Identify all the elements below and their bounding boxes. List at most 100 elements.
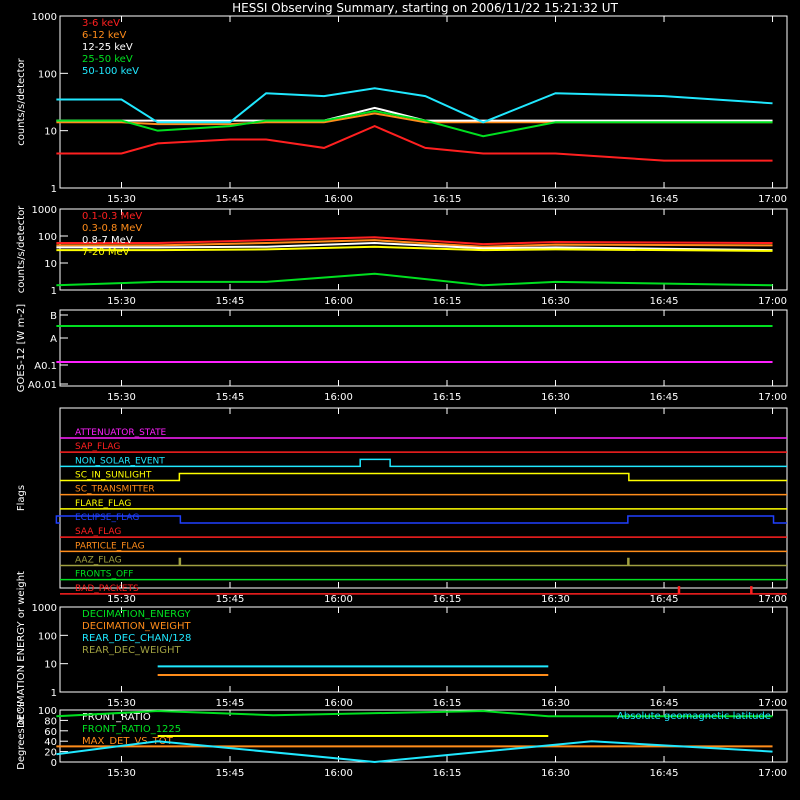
x-tick-label: 16:15 xyxy=(433,194,462,205)
flag-label: FRONTS_OFF xyxy=(75,570,133,580)
legend-entry: DECIMATION_ENERGY xyxy=(82,609,191,620)
x-tick-label: 16:30 xyxy=(541,392,570,403)
legend-entry: Absolute geomagnetic latitude xyxy=(617,711,771,722)
series-line xyxy=(56,710,773,718)
x-tick-label: 17:00 xyxy=(758,768,787,779)
x-tick-label: 16:00 xyxy=(324,768,353,779)
x-tick-label: 17:00 xyxy=(758,392,787,403)
flag-label: SC_TRANSMITTER xyxy=(75,485,155,495)
plot-frame xyxy=(59,709,788,763)
x-tick-label: 15:45 xyxy=(216,594,245,605)
y-tick-label: 60 xyxy=(44,727,57,738)
legend-entry: 0.8-7 MeV xyxy=(82,235,133,246)
y-tick-label: 1000 xyxy=(32,603,57,614)
y-axis-label: Degrees or % xyxy=(16,702,27,770)
series-line xyxy=(56,125,773,162)
plot-frame xyxy=(59,606,788,693)
y-tick-label: 1000 xyxy=(32,12,57,23)
series-line xyxy=(56,87,773,124)
legend-entry: MAX_DET_VS_TOT xyxy=(82,736,174,747)
flag-line xyxy=(60,458,787,468)
x-tick-label: 16:45 xyxy=(650,594,679,605)
panel-6: 15:30 15:45 16:00 16:15 16:30 16:45 17:00 Degre… xyxy=(16,702,788,779)
panel-3: 15:30 15:45 16:00 16:15 16:30 16:45 17:00 GOES-… xyxy=(16,304,788,403)
y-tick-label: A0.01 xyxy=(28,380,57,391)
legend-entry: 6-12 keV xyxy=(82,30,126,41)
flag-label: FLARE_FLAG xyxy=(75,499,131,509)
x-tick-label: 16:00 xyxy=(324,296,353,307)
y-tick-label: 1 xyxy=(51,184,57,195)
legend-entry: 3-6 keV xyxy=(82,18,120,29)
x-tick-label: 16:00 xyxy=(324,194,353,205)
y-tick-label: B xyxy=(50,311,57,322)
x-tick-label: 17:00 xyxy=(758,698,787,709)
panel-1: 15:30 15:45 16:00 16:15 16:30 16:45 17:00 count… xyxy=(16,12,788,205)
plot-frame xyxy=(59,407,788,589)
x-tick-label: 15:45 xyxy=(216,296,245,307)
x-tick-label: 15:45 xyxy=(216,392,245,403)
y-tick-label: 100 xyxy=(38,631,57,642)
x-tick-label: 15:30 xyxy=(107,698,136,709)
legend-entry: FRONT_RATIO_1225 xyxy=(82,724,181,735)
legend-entry: 50-100 keV xyxy=(82,66,139,77)
x-tick-label: 16:45 xyxy=(650,194,679,205)
x-tick-label: 16:45 xyxy=(650,296,679,307)
x-tick-label: 16:45 xyxy=(650,768,679,779)
panel-2: 15:30 15:45 16:00 16:15 16:30 16:45 17:00 count… xyxy=(16,205,788,307)
y-axis-label: DECIMATION ENERGY or weight xyxy=(16,571,27,728)
figure-title: HESSI Observing Summary, starting on 200… xyxy=(232,1,618,15)
series-line xyxy=(56,245,773,252)
x-tick-label: 15:30 xyxy=(107,392,136,403)
flag-label: ECLIPSE_FLAG xyxy=(75,513,139,523)
y-axis-label: Flags xyxy=(16,485,27,511)
x-tick-label: 16:15 xyxy=(433,768,462,779)
legend-entry: REAR_DEC_CHAN/128 xyxy=(82,633,191,644)
flag-label: ATTENUATOR_STATE xyxy=(75,428,167,438)
y-tick-label: 1 xyxy=(51,286,57,297)
x-tick-label: 16:00 xyxy=(324,392,353,403)
x-tick-label: 16:15 xyxy=(433,296,462,307)
flag-line xyxy=(60,557,787,567)
y-tick-label: 10 xyxy=(44,259,57,270)
x-tick-label: 16:00 xyxy=(324,698,353,709)
flag-label: BAD_PACKETS xyxy=(75,584,139,594)
x-tick-label: 15:30 xyxy=(107,296,136,307)
x-tick-label: 16:30 xyxy=(541,698,570,709)
flag-label: SAP_FLAG xyxy=(75,442,120,452)
x-tick-label: 16:30 xyxy=(541,296,570,307)
legend-entry: 0.1-0.3 MeV xyxy=(82,211,142,222)
x-tick-label: 15:30 xyxy=(107,768,136,779)
y-tick-label: 20 xyxy=(44,748,57,759)
x-tick-label: 16:15 xyxy=(433,594,462,605)
plot-frame xyxy=(59,309,788,387)
flag-label: SC_IN_SUNLIGHT xyxy=(75,471,152,481)
x-tick-label: 16:30 xyxy=(541,768,570,779)
y-tick-label: 0 xyxy=(51,758,57,769)
y-axis-label: counts/s/detector xyxy=(16,57,27,145)
y-tick-label: 10 xyxy=(44,660,57,671)
legend-entry: 25-50 keV xyxy=(82,54,133,65)
y-tick-label: 1000 xyxy=(32,205,57,216)
flag-label: PARTICLE_FLAG xyxy=(75,541,145,551)
y-tick-label: A xyxy=(50,334,57,345)
flag-line xyxy=(55,515,787,524)
series-line xyxy=(56,272,773,287)
x-tick-label: 16:30 xyxy=(541,194,570,205)
legend-entry: 7-20 MeV xyxy=(82,247,130,258)
legend-entry: FRONT_RATIO xyxy=(82,712,151,723)
legend-entry: 0.3-0.8 MeV xyxy=(82,223,142,234)
x-tick-label: 16:30 xyxy=(541,594,570,605)
x-tick-label: 15:45 xyxy=(216,698,245,709)
series-line xyxy=(56,106,773,122)
x-tick-label: 16:15 xyxy=(433,698,462,709)
x-tick-label: 17:00 xyxy=(758,296,787,307)
y-tick-label: 80 xyxy=(44,716,57,727)
series-line xyxy=(56,110,773,138)
y-axis-label: counts/s/detector xyxy=(16,205,27,293)
panel-5: 15:30 15:45 16:00 16:15 16:30 16:45 17:00 DECIM… xyxy=(16,571,788,728)
x-tick-label: 16:00 xyxy=(324,594,353,605)
x-tick-label: 16:45 xyxy=(650,698,679,709)
flag-line xyxy=(60,586,787,595)
y-tick-label: 40 xyxy=(44,737,57,748)
